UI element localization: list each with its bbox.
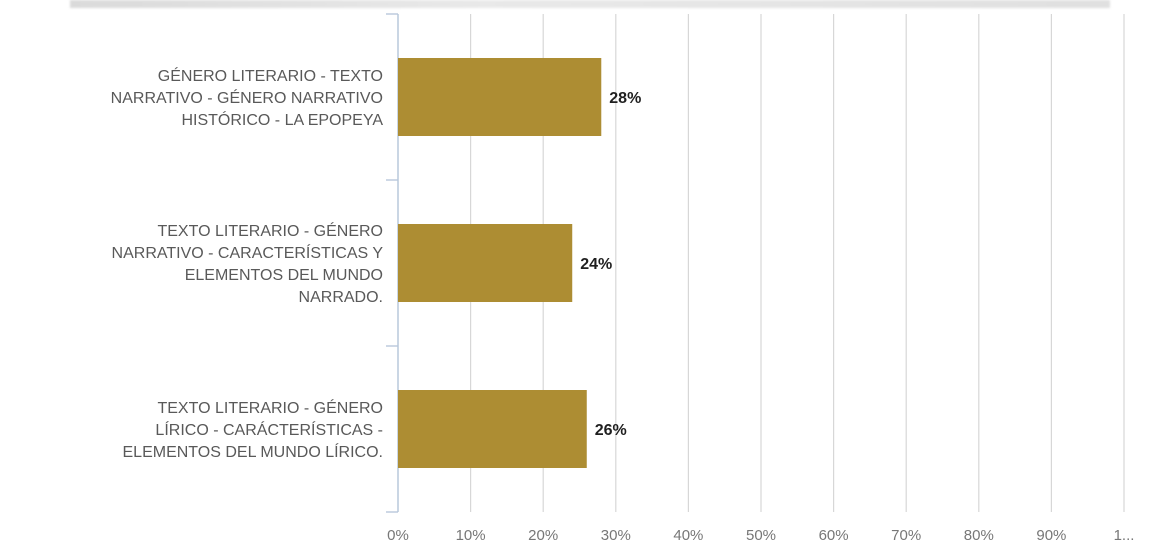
x-tick-label-2: 10% bbox=[456, 527, 486, 544]
category-label-2-line-4: NARRADO. bbox=[299, 289, 383, 306]
x-tick-label-8: 70% bbox=[891, 527, 921, 544]
category-label-3-line-1: TEXTO LITERARIO - GÉNERO bbox=[157, 398, 383, 417]
bar-1 bbox=[398, 58, 602, 136]
cropped-title-line bbox=[70, 0, 1110, 8]
x-tick-label-4: 30% bbox=[601, 527, 631, 544]
x-tick-label-5: 40% bbox=[673, 527, 703, 544]
x-tick-label-9: 80% bbox=[964, 527, 994, 544]
data-label-3: 26% bbox=[595, 422, 627, 439]
bar-3 bbox=[398, 390, 587, 468]
data-label-2: 24% bbox=[580, 256, 612, 273]
x-tick-label-10: 90% bbox=[1036, 527, 1066, 544]
category-label-3: TEXTO LITERARIO - GÉNERO LÍRICO - CARÁCTE… bbox=[123, 398, 384, 461]
x-tick-label-1: 0% bbox=[387, 527, 409, 544]
data-label-1: 28% bbox=[609, 90, 641, 107]
category-label-1-line-3: HISTÓRICO - LA EPOPEYA bbox=[181, 110, 383, 129]
category-label-2: TEXTO LITERARIO - GÉNERO NARRATIVO - CARA… bbox=[112, 221, 384, 306]
x-tick-label-7: 60% bbox=[819, 527, 849, 544]
x-tick-label-6: 50% bbox=[746, 527, 776, 544]
category-label-2-line-2: NARRATIVO - CARACTERÍSTICAS Y bbox=[112, 243, 384, 262]
x-tick-label-11: 1... bbox=[1114, 527, 1135, 544]
category-label-2-line-3: ELEMENTOS DEL MUNDO bbox=[185, 267, 383, 284]
category-label-1-line-2: NARRATIVO - GÉNERO NARRATIVO bbox=[111, 88, 383, 107]
bar-2 bbox=[398, 224, 573, 302]
x-tick-label-3: 20% bbox=[528, 527, 558, 544]
category-label-1: GÉNERO LITERARIO - TEXTO NARRATIVO - GÉNE… bbox=[111, 66, 384, 129]
category-label-1-line-1: GÉNERO LITERARIO - TEXTO bbox=[158, 66, 383, 85]
category-label-2-line-1: TEXTO LITERARIO - GÉNERO bbox=[157, 221, 383, 240]
category-label-3-line-2: LÍRICO - CARÁCTERÍSTICAS - bbox=[155, 420, 383, 439]
category-label-3-line-3: ELEMENTOS DEL MUNDO LÍRICO. bbox=[123, 442, 384, 461]
